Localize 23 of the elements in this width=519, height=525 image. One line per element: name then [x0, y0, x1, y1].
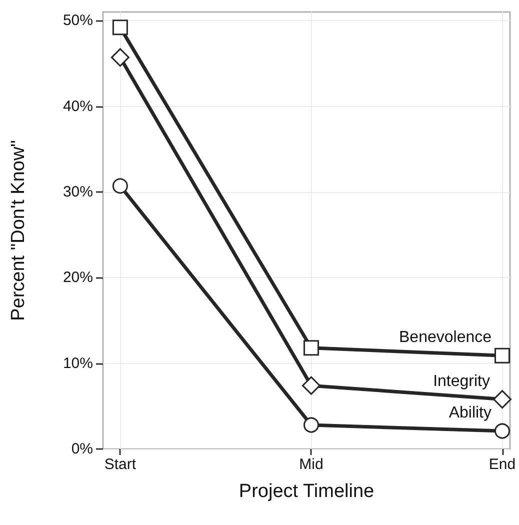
point — [110, 48, 130, 67]
y-axis-title: Percent "Don't Know" — [8, 140, 29, 321]
y-tick-label: 50% — [62, 12, 93, 30]
y-tick-label: 0% — [71, 440, 93, 458]
y-tick-label: 10% — [62, 354, 93, 372]
point — [494, 348, 510, 364]
point — [112, 20, 128, 36]
x-tick-label: End — [488, 456, 516, 473]
x-tick-label: Mid — [299, 456, 324, 473]
series-label: Ability — [448, 404, 492, 422]
y-tick-label: 20% — [62, 269, 93, 286]
x-axis-title: Project Timeline — [238, 481, 374, 502]
y-tick-label: 40% — [62, 98, 93, 115]
series-label: Benevolence — [398, 329, 492, 346]
point — [493, 390, 512, 409]
series-label: Integrity — [433, 372, 490, 390]
y-tick-label: 30% — [62, 183, 93, 200]
point — [303, 417, 319, 433]
point — [112, 178, 128, 194]
x-tick-label: Start — [104, 456, 137, 473]
point — [302, 376, 320, 395]
point — [303, 340, 319, 356]
point — [494, 423, 510, 439]
